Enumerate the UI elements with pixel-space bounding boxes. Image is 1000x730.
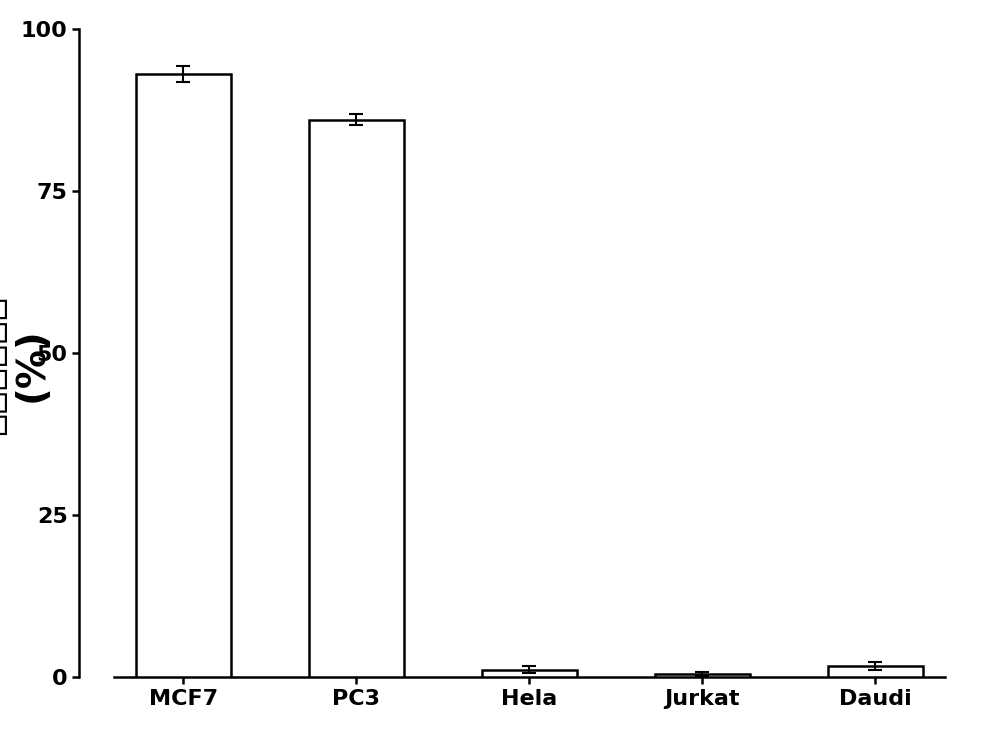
Bar [309, 120, 404, 677]
Bar [655, 674, 750, 677]
Text: 细胞捕获效率
(%): 细胞捕获效率 (%) [0, 295, 51, 435]
Bar [136, 74, 231, 677]
Bar [828, 666, 923, 677]
Bar [482, 669, 577, 677]
